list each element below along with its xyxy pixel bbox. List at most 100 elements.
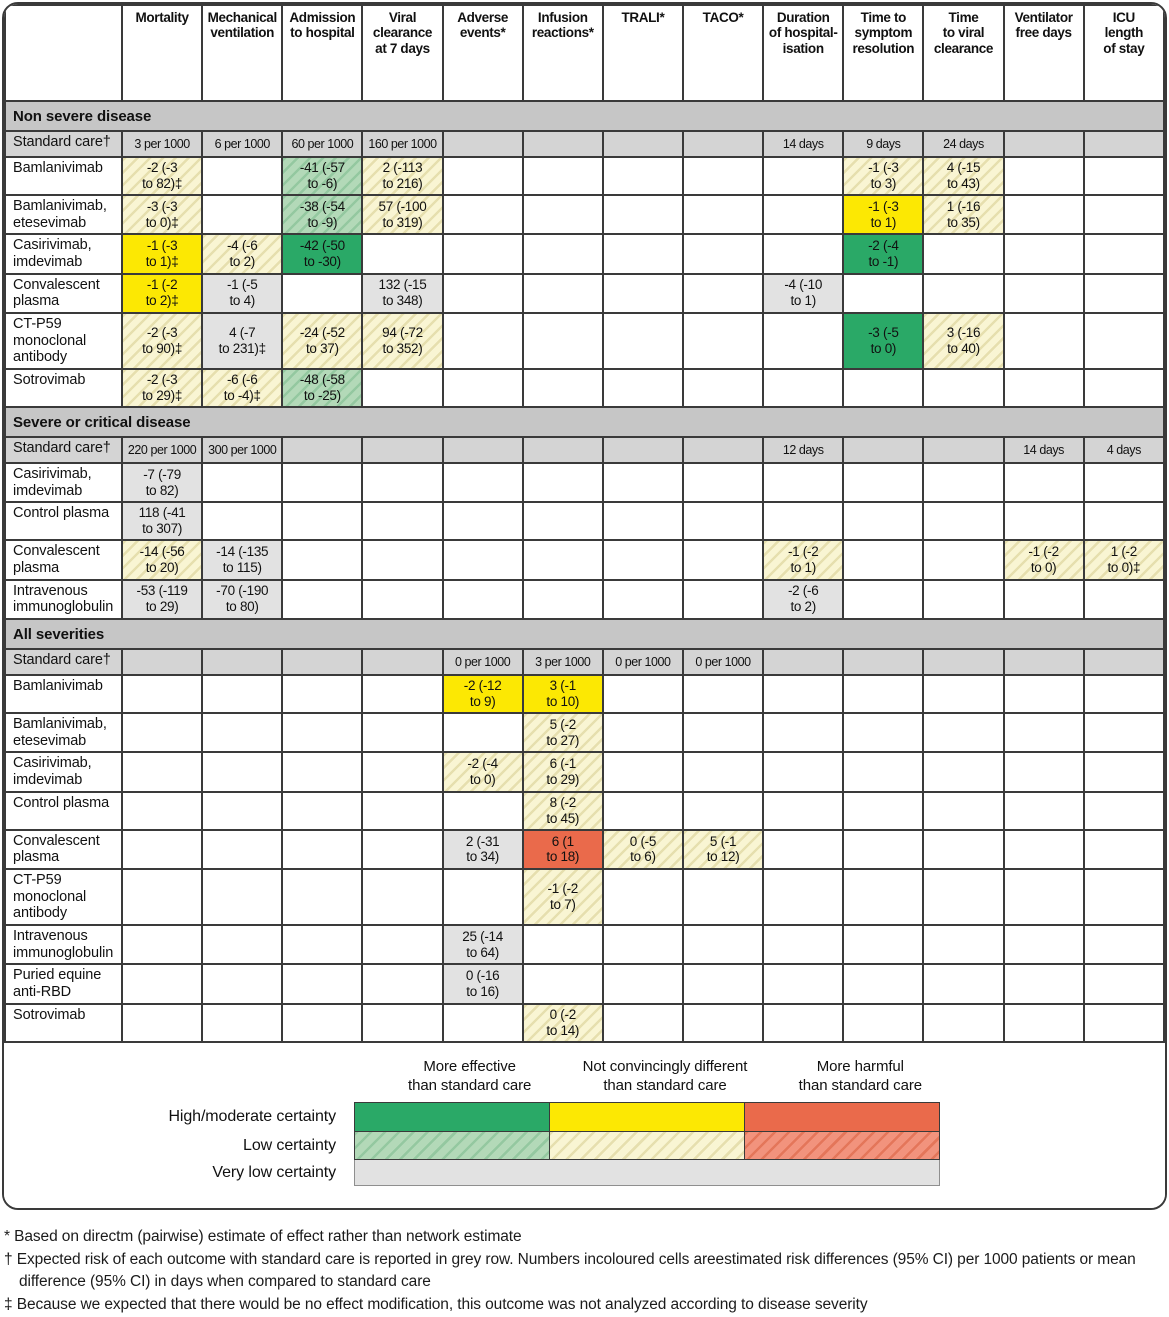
outcome-cell [1002,648,1085,677]
outcome-cell [1002,130,1085,158]
outcome-cell [201,156,284,196]
outcome-cell [842,924,925,966]
column-header: TRALI* [601,4,684,102]
outcome-cell [1082,130,1165,158]
outcomes-table: Mortality Mechanical ventilation Admission… [4,4,1165,1043]
outcome-cell [441,462,524,504]
treatment-row: Puried equine anti-RBD 0 (-16 to 16) [4,963,1165,1005]
legend-row-low-certainty: Low certainty [4,1131,1165,1160]
outcome-cell [361,963,444,1005]
outcome-cell [1002,1002,1085,1043]
outcome-cell: -41 (-57 to -6) [281,156,364,196]
outcome-cell [922,462,1005,504]
footnote-star: * Based on directm (pairwise) estimate o… [4,1227,522,1245]
outcome-cell [1002,828,1085,871]
treatment-row: Sotrovimab -2 (-3 to 29)‡ -6 (-6 to -4)‡ -4… [4,368,1165,409]
treatment-row: Bamlanivimab -2 (-3 to 82)‡ -41 (-57 to -6… [4,156,1165,196]
outcome-cell [842,368,925,409]
outcome-cell [521,156,604,196]
outcome-cell [281,924,364,966]
legend-row-very-low-certainty: Very low certainty [4,1159,1165,1186]
outcome-cell [441,130,524,158]
outcome-cell [762,312,845,371]
outcome-cell [361,462,444,504]
treatment-row: Intravenous immunoglobulin 25 (-14 to 64) [4,924,1165,966]
outcome-cell [441,436,524,465]
outcome-cell [521,436,604,465]
outcome-cell [201,963,284,1005]
outcome-cell [441,233,524,275]
outcome-cell: 0 per 1000 [601,648,684,677]
outcome-cell [601,436,684,465]
outcome-cell [681,674,765,715]
outcome-cell [762,674,845,715]
outcome-cell [441,539,524,581]
outcome-cell [681,501,765,542]
outcome-cell [281,712,364,754]
outcome-cell [281,963,364,1005]
outcome-cell [842,1002,925,1043]
outcome-cell [681,462,765,504]
outcome-cell [842,648,925,677]
outcome-cell [361,233,444,275]
outcome-cell [120,828,204,871]
outcome-cell [1082,1002,1165,1043]
outcome-cell [681,963,765,1005]
outcome-cell [922,368,1005,409]
outcome-cell [441,790,524,831]
outcome-cell [762,501,845,542]
outcome-cell: 0 (-5 to 6) [601,828,684,871]
outcome-cell [1082,712,1165,754]
outcome-cell [601,539,684,581]
outcome-cell [521,233,604,275]
outcome-cell [521,193,604,236]
outcome-cell: -48 (-58 to -25) [281,368,364,409]
outcome-cell [601,130,684,158]
outcome-cell [1002,712,1085,754]
outcome-cell: 9 days [842,130,925,158]
outcome-cell [201,1002,284,1043]
row-label: Sotrovimab [4,368,123,409]
row-label: Sotrovimab [4,1002,123,1043]
outcome-cell: -2 (-3 to 29)‡ [120,368,204,409]
treatment-row: Convalescent plasma 2 (-31 to 34) 6 (1 to … [4,828,1165,871]
outcome-cell [842,963,925,1005]
outcome-cell [762,868,845,927]
outcome-cell: 6 (-1 to 29) [521,751,604,793]
outcome-cell [441,712,524,754]
outcomes-table-body: Mortality Mechanical ventilation Admission… [4,4,1165,1043]
row-label: Convalescent plasma [4,828,123,871]
outcome-cell [1002,312,1085,371]
outcome-cell: -3 (-3 to 0)‡ [120,193,204,236]
row-label: Bamlanivimab, etesevimab [4,193,123,236]
outcome-cell: 5 (-2 to 27) [521,712,604,754]
outcome-cell [120,790,204,831]
legend-header-effective: More effective than standard care [408,1057,532,1095]
outcome-cell [1002,790,1085,831]
outcome-cell [1082,578,1165,621]
outcome-cell [281,674,364,715]
outcome-cell [601,868,684,927]
outcome-cell: -4 (-6 to 2) [201,233,284,275]
outcome-cell [1082,501,1165,542]
outcome-cell [361,868,444,927]
column-header: Time to viral clearance [922,4,1005,102]
outcome-cell [842,272,925,315]
outcome-cell [1002,462,1085,504]
outcome-cell [361,436,444,465]
row-label: CT-P59 monoclonal antibody [4,312,123,371]
outcome-cell [441,312,524,371]
outcome-cell [120,648,204,677]
outcome-cell: 8 (-2 to 45) [521,790,604,831]
outcome-cell [281,648,364,677]
outcome-cell [601,272,684,315]
outcome-cell [922,233,1005,275]
outcome-cell: -1 (-2 to 0) [1002,539,1085,581]
outcome-cell: 220 per 1000 [120,436,204,465]
outcome-cell [922,674,1005,715]
outcome-cell [1002,751,1085,793]
outcome-cell [681,156,765,196]
outcome-cell [441,578,524,621]
outcome-cell: 300 per 1000 [201,436,284,465]
outcome-cell: 6 (1 to 18) [521,828,604,871]
